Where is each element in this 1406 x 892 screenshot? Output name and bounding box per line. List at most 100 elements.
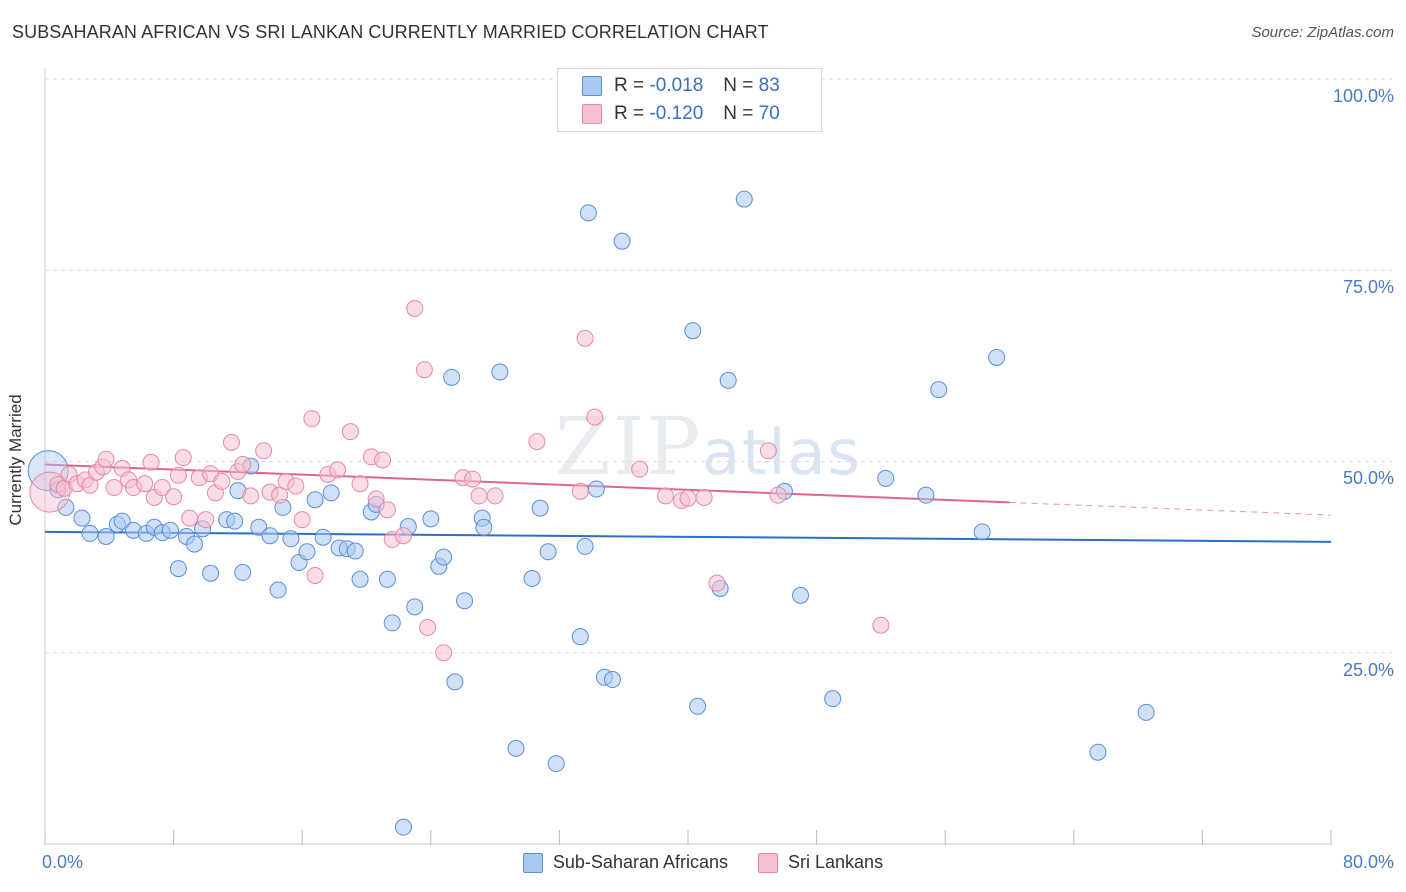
legend-n-label: N = [723,75,754,96]
point-srilankans [708,574,726,592]
trend-line-africans [44,530,1332,543]
point-srilankans [586,408,604,426]
point-africans [443,368,461,386]
point-srilankans [528,433,546,451]
point-africans [169,560,187,578]
point-africans [719,371,737,389]
point-srilankans [695,488,713,506]
axes [44,68,1332,845]
point-srilankans [255,442,273,460]
point-srilankans [872,616,890,634]
point-srilankans [486,487,504,505]
legend-row-africans: R = -0.018 N = 83 [582,73,780,99]
legend-n-value-srilankans: 70 [758,103,780,124]
legend-swatch-africans [522,852,543,873]
point-srilankans [242,487,260,505]
point-srilankans [197,511,215,529]
point-africans [394,818,412,836]
point-srilankans [165,488,183,506]
point-africans [446,673,464,691]
point-africans [422,510,440,528]
watermark-zip: ZIP [555,400,703,493]
point-africans [269,581,287,599]
point-africans [202,564,220,582]
point-srilankans [97,450,115,468]
legend-swatch-blue [582,76,602,96]
point-srilankans [769,486,787,504]
point-africans [539,543,557,561]
point-srilankans [571,482,589,500]
point-srilankans [271,486,289,504]
point-srilankans [464,470,482,488]
point-srilankans [303,410,321,428]
chart-title: SUBSAHARAN AFRICAN VS SRI LANKAN CURRENT… [12,22,769,42]
point-africans [435,548,453,566]
point-africans [523,570,541,588]
point-srilankans [367,490,385,508]
point-srilankans [234,456,252,474]
point-africans [322,484,340,502]
point-africans [314,528,332,546]
point-srilankans [576,329,594,347]
point-srilankans [759,442,777,460]
point-africans [988,348,1006,366]
point-africans [531,499,549,517]
source-label: Source: ZipAtlas.com [1251,24,1394,41]
point-africans [97,527,115,545]
point-africans [81,524,99,542]
point-srilankans [435,644,453,662]
series-legend: Sub-Saharan Africans Sri Lankans [0,852,1406,873]
point-srilankans [213,472,231,490]
point-africans [603,671,621,689]
point-srilankans [181,509,199,527]
point-srilankans [351,475,369,493]
legend-item-africans[interactable]: Sub-Saharan Africans [522,852,728,873]
point-srilankans [142,453,160,471]
point-africans [298,543,316,561]
legend-swatch-pink [582,104,602,124]
point-africans [689,697,707,715]
point-africans [282,530,300,548]
legend-swatch-srilankans [758,852,779,873]
point-africans [73,509,91,527]
point-africans [406,598,424,616]
point-africans [973,523,991,541]
legend-n-value-africans: 83 [758,75,780,96]
point-africans [587,480,605,498]
point-africans [684,322,702,340]
point-africans [877,469,895,487]
point-srilankans [656,487,674,505]
point-africans [579,204,597,222]
watermark-atlas: atlas [702,416,862,489]
point-srilankans [287,477,305,495]
point-africans [1089,743,1107,761]
point-africans [113,512,131,530]
point-srilankans [169,466,187,484]
point-africans [735,190,753,208]
point-africans [234,563,252,581]
point-srilankans [394,527,412,545]
legend-item-srilankans[interactable]: Sri Lankans [758,852,883,873]
point-africans [792,586,810,604]
x-tick-label-min: 0.0% [42,852,84,872]
point-srilankans [415,361,433,379]
point-africans [507,739,525,757]
point-srilankans [136,475,154,493]
point-africans [475,518,493,536]
y-tick-label-100: 100.0% [1332,86,1394,106]
point-africans [57,498,75,516]
point-africans [261,527,279,545]
stats-legend: R = -0.018 N = 83 R = -0.120 N = 70 [557,68,822,132]
point-srilankans [174,449,192,467]
point-srilankans [105,479,123,497]
x-tick-label-max: 80.0% [1342,852,1394,872]
point-africans [576,537,594,555]
point-africans [930,381,948,399]
watermark: ZIPatlas [555,400,862,493]
point-srilankans [153,479,171,497]
trend-line-srilankans [44,463,1010,504]
point-srilankans [306,566,324,584]
legend-n-label: N = [723,103,754,124]
legend-r-value-srilankans: -0.120 [649,103,704,124]
point-africans [613,232,631,250]
